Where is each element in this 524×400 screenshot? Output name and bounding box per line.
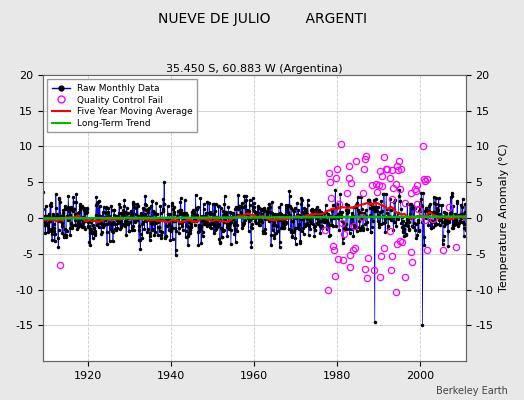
Title: 35.450 S, 60.883 W (Argentina): 35.450 S, 60.883 W (Argentina) <box>166 64 343 74</box>
Legend: Raw Monthly Data, Quality Control Fail, Five Year Moving Average, Long-Term Tren: Raw Monthly Data, Quality Control Fail, … <box>47 79 198 132</box>
Text: Berkeley Earth: Berkeley Earth <box>436 386 508 396</box>
Text: NUEVE DE JULIO        ARGENTI: NUEVE DE JULIO ARGENTI <box>158 12 366 26</box>
Y-axis label: Temperature Anomaly (°C): Temperature Anomaly (°C) <box>499 144 509 292</box>
